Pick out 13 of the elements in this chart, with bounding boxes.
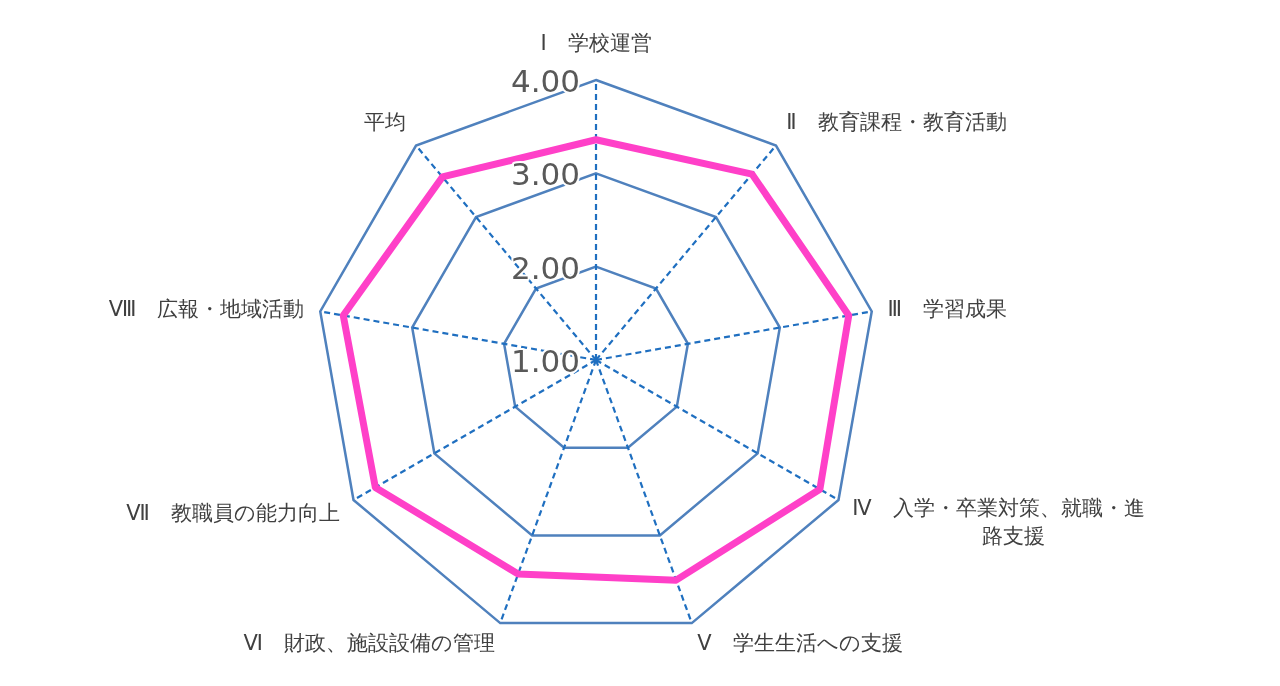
spoke-label: Ⅰ 学校運営	[540, 31, 652, 55]
spoke-label: Ⅳ 入学・卒業対策、就職・進路支援	[852, 496, 1145, 548]
spoke-label: Ⅶ 教職員の能力向上	[126, 501, 340, 525]
spoke-label: Ⅱ 教育課程・教育活動	[786, 110, 1007, 135]
y-tick-label: 4.00	[510, 63, 580, 99]
y-tick-label: 1.00	[510, 343, 580, 379]
spoke-label: Ⅷ 広報・地域活動	[108, 296, 305, 321]
spoke-label: Ⅵ 財政、施設設備の管理	[243, 631, 495, 656]
y-tick-label: 3.00	[510, 156, 580, 193]
spoke-label: Ⅲ 学習成果	[887, 296, 1007, 321]
spoke-label: 平均	[363, 110, 406, 135]
y-tick-label: 2.00	[510, 249, 580, 286]
spoke-label: Ⅴ 学生生活への支援	[697, 631, 903, 656]
